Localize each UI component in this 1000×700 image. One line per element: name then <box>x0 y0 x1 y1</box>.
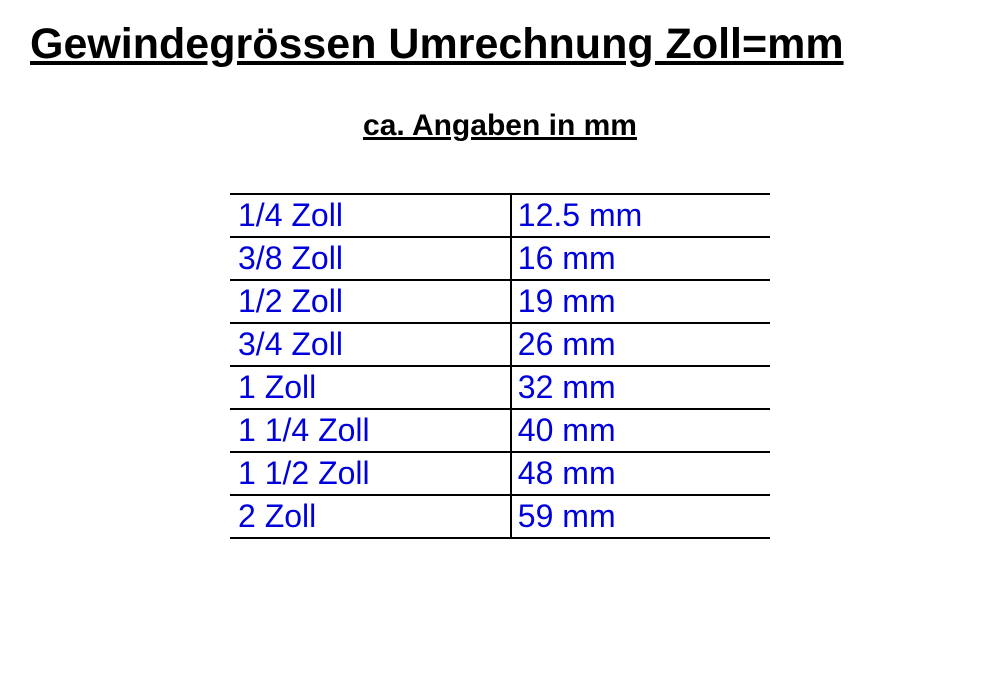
page-title: Gewindegrössen Umrechnung Zoll=mm <box>30 20 970 69</box>
table-row: 1 1/2 Zoll 48 mm <box>230 452 770 495</box>
table-row: 1 Zoll 32 mm <box>230 366 770 409</box>
table-row: 3/4 Zoll 26 mm <box>230 323 770 366</box>
table-row: 1 1/4 Zoll 40 mm <box>230 409 770 452</box>
cell-mm: 16 mm <box>511 237 770 280</box>
cell-mm: 59 mm <box>511 495 770 538</box>
cell-zoll: 2 Zoll <box>230 495 511 538</box>
cell-zoll: 3/8 Zoll <box>230 237 511 280</box>
cell-mm: 32 mm <box>511 366 770 409</box>
table-row: 2 Zoll 59 mm <box>230 495 770 538</box>
page-subtitle: ca. Angaben in mm <box>30 109 970 143</box>
table-row: 1/4 Zoll 12.5 mm <box>230 194 770 237</box>
cell-zoll: 3/4 Zoll <box>230 323 511 366</box>
cell-mm: 19 mm <box>511 280 770 323</box>
cell-zoll: 1/4 Zoll <box>230 194 511 237</box>
table-row: 1/2 Zoll 19 mm <box>230 280 770 323</box>
cell-zoll: 1 1/4 Zoll <box>230 409 511 452</box>
cell-mm: 48 mm <box>511 452 770 495</box>
cell-mm: 12.5 mm <box>511 194 770 237</box>
cell-zoll: 1/2 Zoll <box>230 280 511 323</box>
cell-zoll: 1 1/2 Zoll <box>230 452 511 495</box>
cell-mm: 40 mm <box>511 409 770 452</box>
cell-zoll: 1 Zoll <box>230 366 511 409</box>
table-container: 1/4 Zoll 12.5 mm 3/8 Zoll 16 mm 1/2 Zoll… <box>30 193 970 539</box>
conversion-table: 1/4 Zoll 12.5 mm 3/8 Zoll 16 mm 1/2 Zoll… <box>230 193 770 539</box>
table-row: 3/8 Zoll 16 mm <box>230 237 770 280</box>
cell-mm: 26 mm <box>511 323 770 366</box>
